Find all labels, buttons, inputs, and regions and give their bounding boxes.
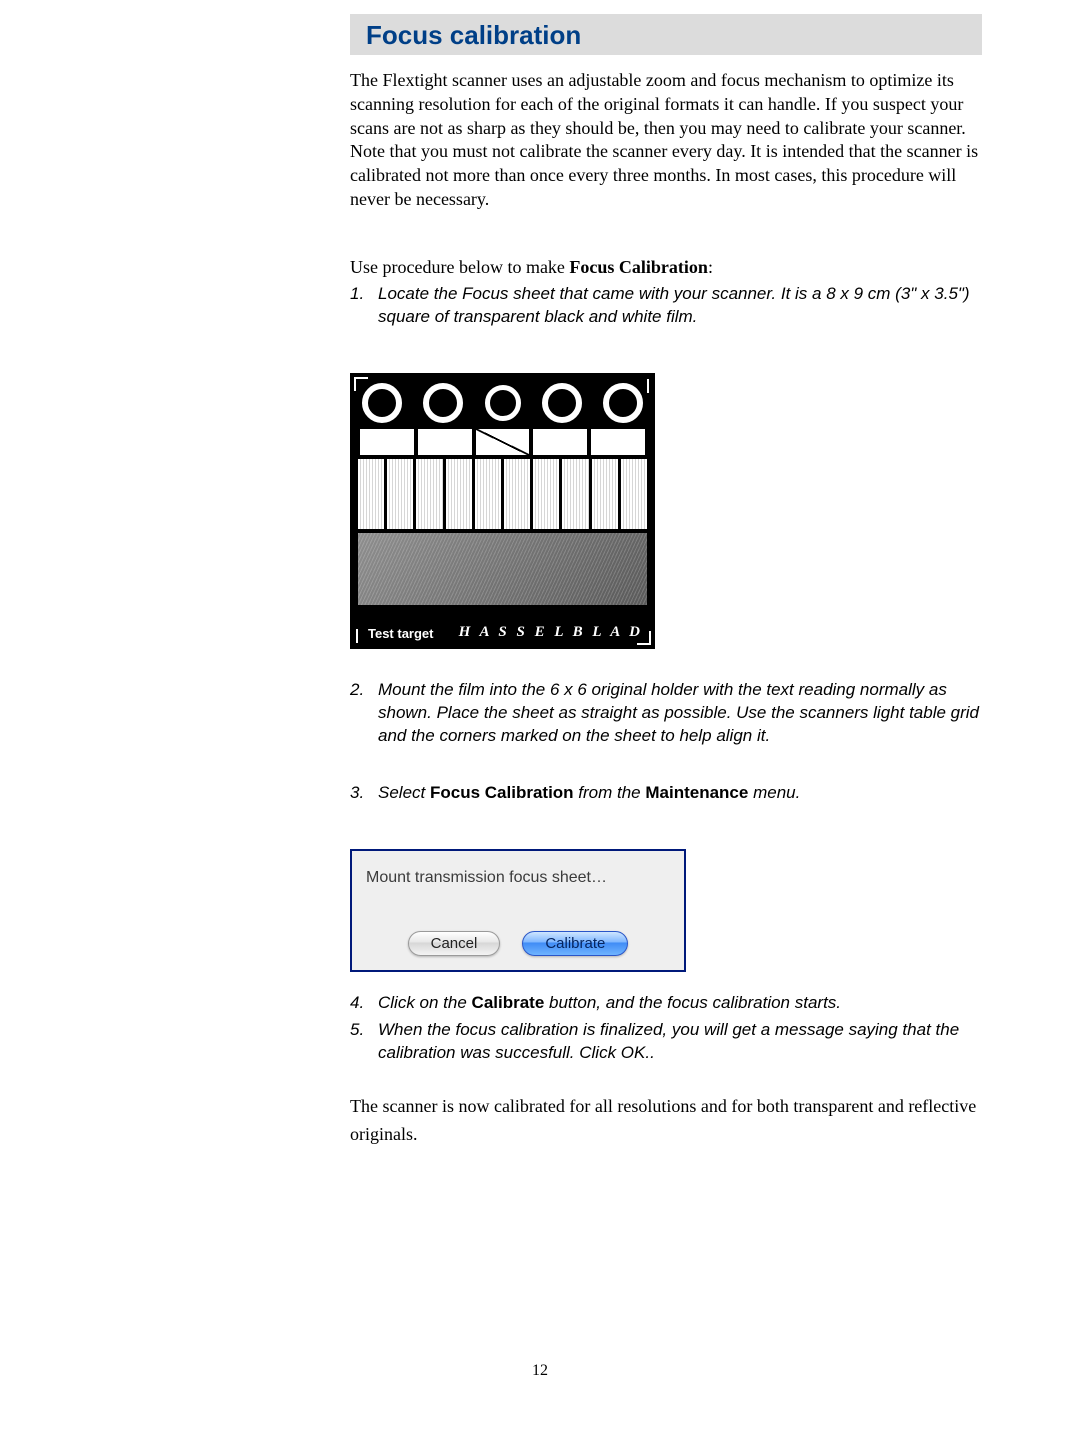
step-5: 5. When the focus calibration is finalize… xyxy=(350,1019,982,1065)
circle-icon xyxy=(362,383,402,423)
intro-paragraph: The Flextight scanner uses an adjustable… xyxy=(350,69,982,212)
corner-mark-icon xyxy=(354,377,368,391)
lead-in-before: Use procedure below to make xyxy=(350,257,569,277)
page-number: 12 xyxy=(0,1362,1080,1380)
steps-list: 4. Click on the Calibrate button, and th… xyxy=(350,992,982,1065)
section-title: Focus calibration xyxy=(366,20,972,51)
cancel-button[interactable]: Cancel xyxy=(408,931,501,956)
calibrate-button[interactable]: Calibrate xyxy=(522,931,628,956)
step-text: Click on the Calibrate button, and the f… xyxy=(378,993,841,1012)
target-hatch-area xyxy=(358,533,647,605)
page: Focus calibration The Flextight scanner … xyxy=(0,0,1080,1440)
step-text: Locate the Focus sheet that came with yo… xyxy=(378,284,970,326)
dialog-figure: Mount transmission focus sheet… Cancel C… xyxy=(350,849,686,972)
test-target-figure: Test target H A S S E L B L A D xyxy=(350,373,655,649)
step-number: 1. xyxy=(350,283,364,306)
steps-list: 3. Select Focus Calibration from the Mai… xyxy=(350,782,982,805)
step-number: 2. xyxy=(350,679,364,702)
step-text: Select Focus Calibration from the Mainte… xyxy=(378,783,800,802)
target-circles-row xyxy=(358,383,647,423)
step-1: 1. Locate the Focus sheet that came with … xyxy=(350,283,982,329)
target-stripes-row xyxy=(358,459,647,529)
steps-list: 1. Locate the Focus sheet that came with … xyxy=(350,283,982,329)
step-number: 4. xyxy=(350,992,364,1015)
lead-in-after: : xyxy=(708,257,713,277)
step-number: 3. xyxy=(350,782,364,805)
step-number: 5. xyxy=(350,1019,364,1042)
dialog-button-row: Cancel Calibrate xyxy=(366,931,670,958)
circle-icon xyxy=(423,383,463,423)
target-brand: H A S S E L B L A D xyxy=(459,624,643,641)
procedure-lead-in: Use procedure below to make Focus Calibr… xyxy=(350,256,982,280)
step-2: 2. Mount the film into the 6 x 6 original… xyxy=(350,679,982,748)
target-footer: Test target H A S S E L B L A D xyxy=(368,624,643,641)
circle-icon xyxy=(542,383,582,423)
circle-icon xyxy=(603,383,643,423)
step-text: When the focus calibration is finalized,… xyxy=(378,1020,959,1062)
dialog-body: Mount transmission focus sheet… Cancel C… xyxy=(352,851,684,970)
corner-mark-icon xyxy=(647,379,649,393)
target-label: Test target xyxy=(368,626,434,641)
closing-paragraph: The scanner is now calibrated for all re… xyxy=(350,1093,982,1149)
section-header: Focus calibration xyxy=(350,14,982,55)
target-bars-row xyxy=(358,429,647,455)
lead-in-bold: Focus Calibration xyxy=(569,257,708,277)
steps-list: 2. Mount the film into the 6 x 6 original… xyxy=(350,679,982,748)
corner-mark-icon xyxy=(356,629,358,643)
step-3: 3. Select Focus Calibration from the Mai… xyxy=(350,782,982,805)
dialog-message: Mount transmission focus sheet… xyxy=(366,869,670,887)
step-4: 4. Click on the Calibrate button, and th… xyxy=(350,992,982,1015)
circle-icon xyxy=(485,385,521,421)
step-text: Mount the film into the 6 x 6 original h… xyxy=(378,680,979,745)
